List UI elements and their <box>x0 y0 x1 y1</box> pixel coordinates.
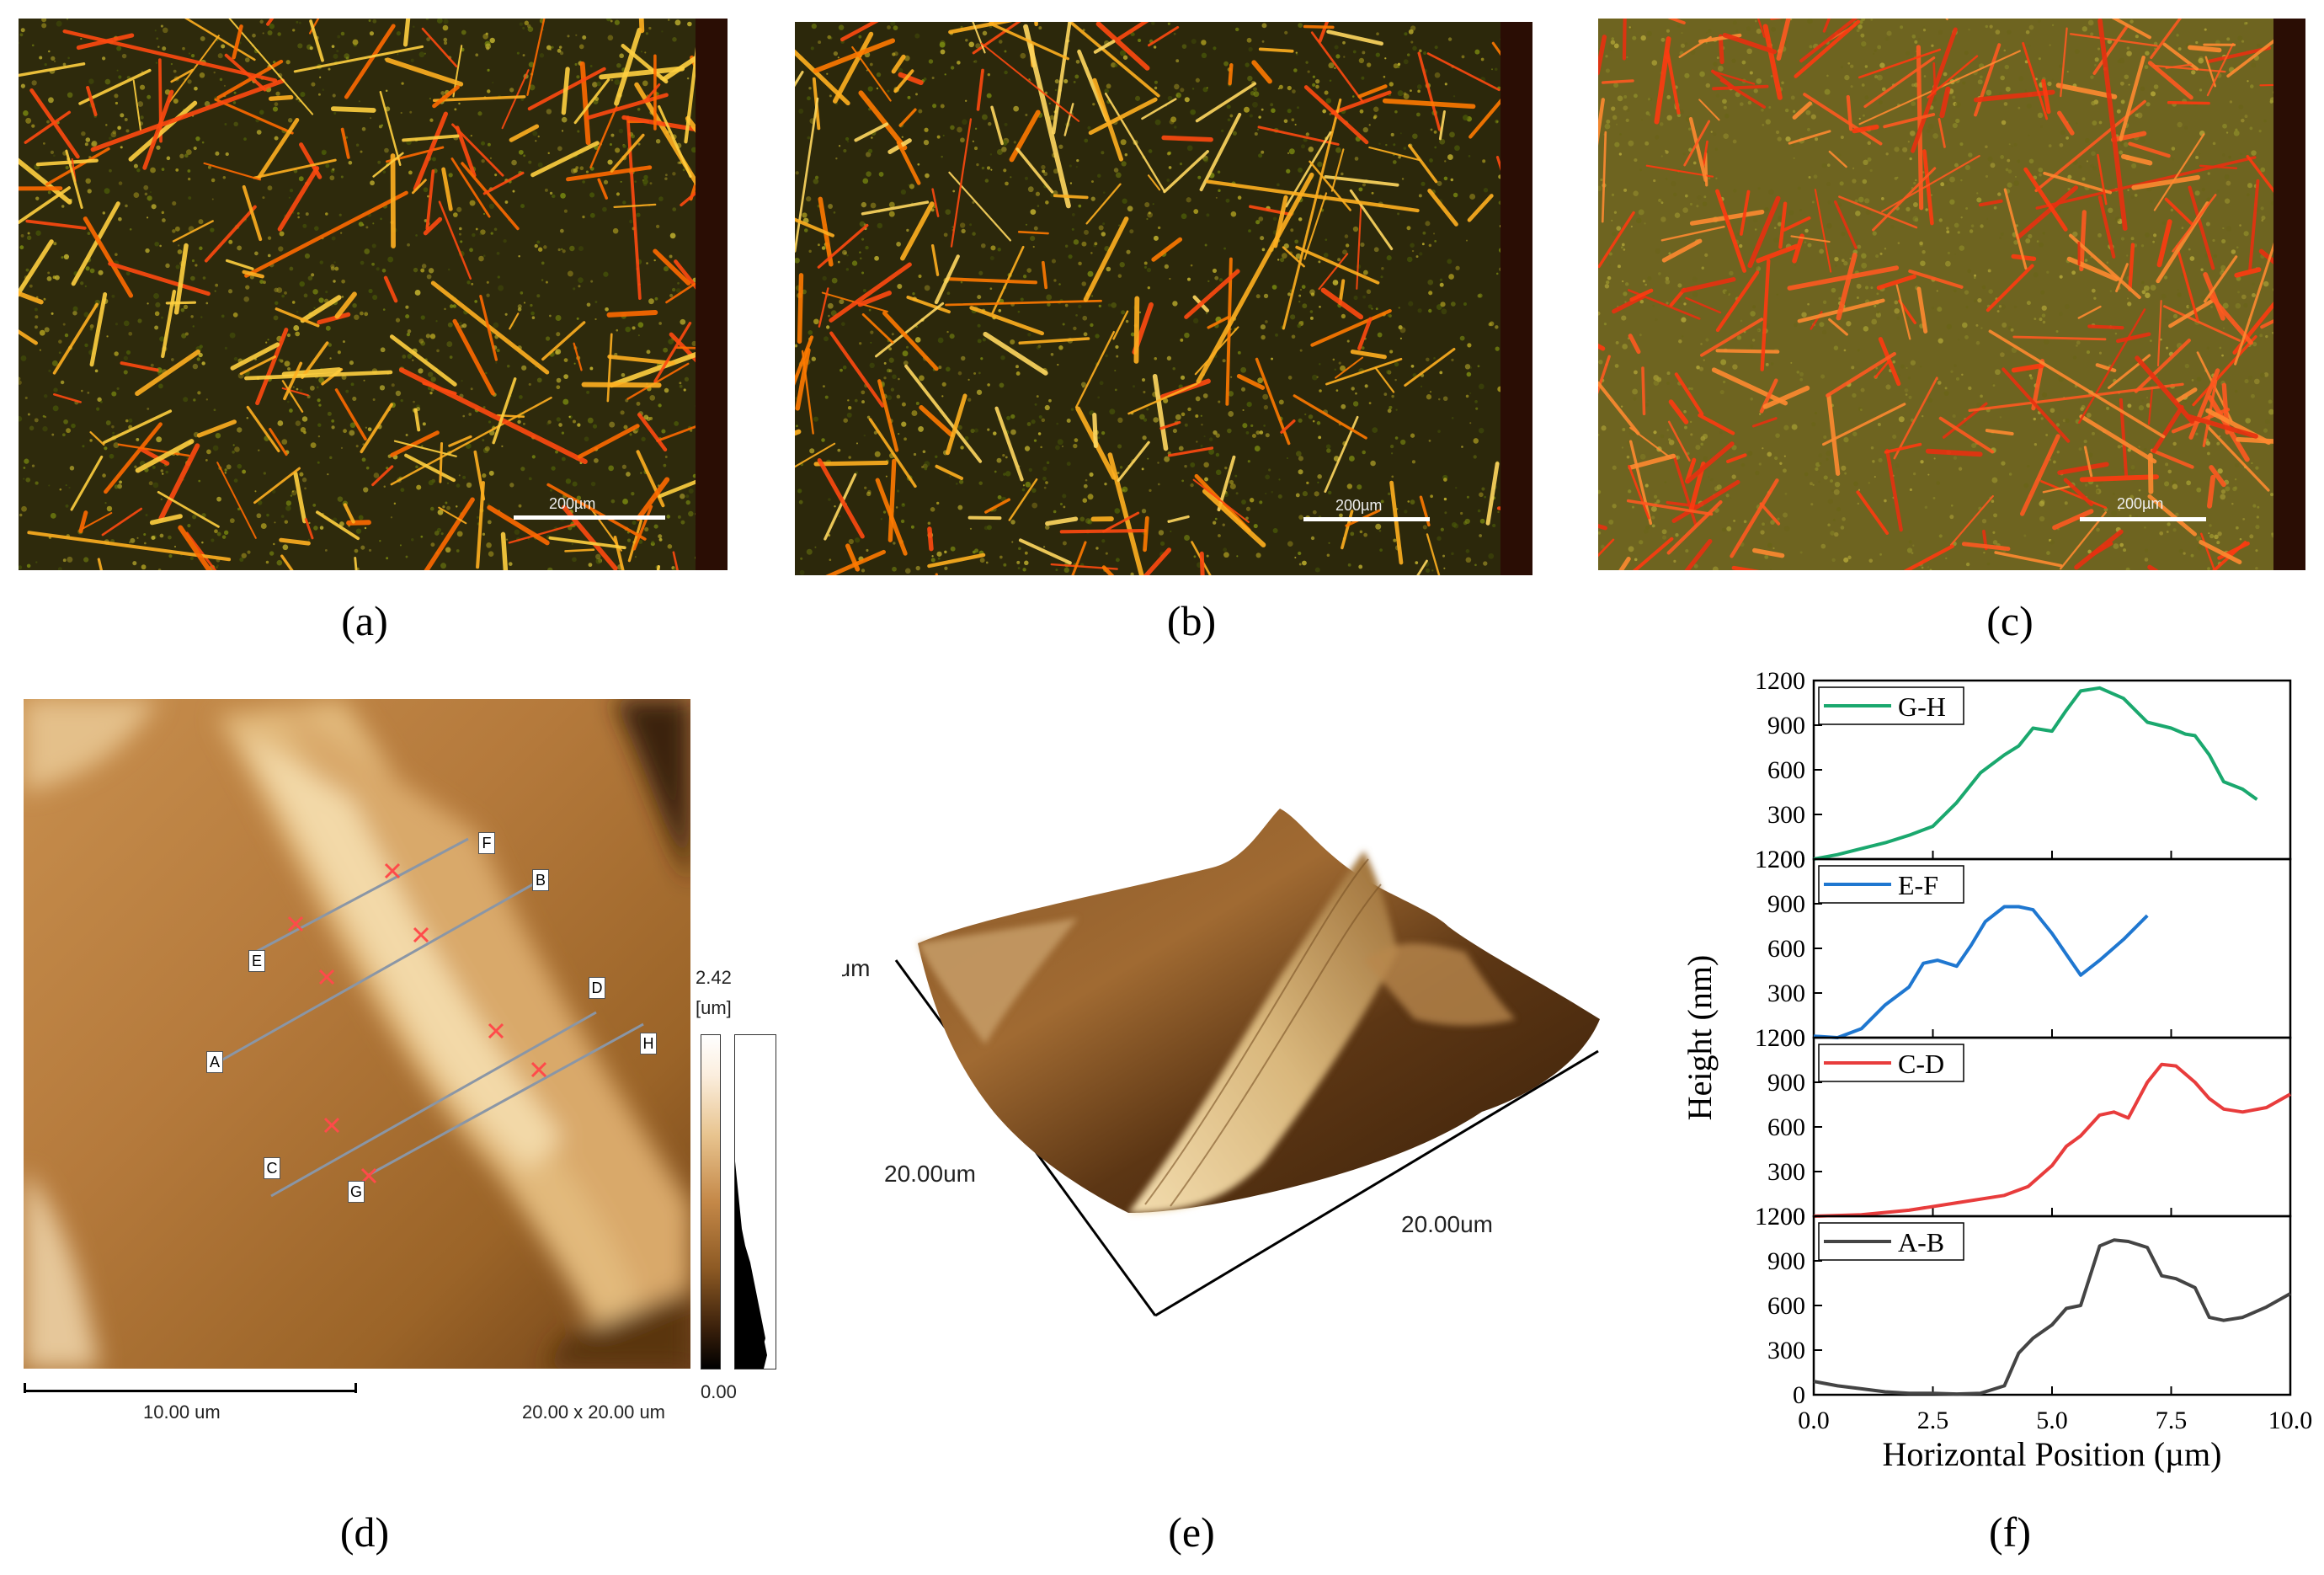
x-tick-label: 5.0 <box>2036 1407 2068 1434</box>
y-axis-label: Height (nm) <box>1681 955 1719 1121</box>
x-tick-label: 10.0 <box>2268 1407 2313 1434</box>
afm-scalebar <box>24 1390 357 1392</box>
micrograph-b: 200µm <box>795 22 1532 575</box>
afm-scalebar-label: 10.00 um <box>143 1401 221 1423</box>
y-tick-label: 300 <box>1767 1158 1805 1186</box>
colorbar-max: 2.42 <box>696 967 732 988</box>
point-label-e: E <box>248 950 265 972</box>
y-tick-label: 900 <box>1767 1247 1805 1275</box>
afm-scan-size: 20.00 x 20.00 um <box>522 1401 666 1423</box>
y-tick-label: 1200 <box>1755 667 1805 695</box>
colorbar <box>701 1034 721 1369</box>
y-tick-label: 300 <box>1767 801 1805 829</box>
scalebar-c <box>2080 517 2206 521</box>
y-axis-label-3d: 20.00um <box>884 1161 976 1187</box>
legend-label: G-H <box>1898 691 1946 722</box>
series-line-g-h <box>1813 686 2258 861</box>
y-tick-label: 1200 <box>1755 1203 1805 1231</box>
profile-line-cd <box>270 1011 597 1198</box>
scalebar-label-b: 200µm <box>1335 497 1383 514</box>
point-label-h: H <box>640 1033 657 1054</box>
point-label-d: D <box>589 977 605 999</box>
point-label-g: G <box>348 1181 365 1203</box>
micrograph-a: 200µm <box>19 19 728 570</box>
legend-label: A-B <box>1898 1227 1944 1257</box>
x-tick-label: 7.5 <box>2156 1407 2188 1434</box>
legend-label: C-D <box>1898 1049 1944 1079</box>
x-tick-label: 2.5 <box>1917 1407 1949 1434</box>
caption-b: (b) <box>1166 597 1217 644</box>
point-label-a: A <box>206 1051 223 1073</box>
y-tick-label: 0 <box>1793 1381 1805 1409</box>
scalebar-a <box>514 515 665 520</box>
caption-f: (f) <box>1989 1508 2031 1556</box>
afm-height-map: A B C D E F G H <box>24 699 690 1369</box>
afm-3d-view: 2.42um 20.00um 20.00um <box>842 792 1634 1331</box>
x-tick-label: 0.0 <box>1798 1407 1830 1434</box>
y-tick-label: 1200 <box>1755 846 1805 873</box>
y-tick-label: 900 <box>1767 890 1805 918</box>
scalebar-label-c: 200µm <box>2117 495 2164 512</box>
point-label-b: B <box>532 869 549 891</box>
series-line-e-f <box>1813 905 2149 1039</box>
y-tick-label: 600 <box>1767 935 1805 963</box>
colorbar-min: 0.00 <box>701 1381 737 1402</box>
y-tick-label: 1200 <box>1755 1024 1805 1052</box>
scalebar-b <box>1303 517 1430 521</box>
height-histogram <box>734 1034 776 1369</box>
caption-c: (c) <box>1986 597 2034 644</box>
height-profile-chart: 1200 300 600 900 1200 G-H 1200 300 600 900 1200 E-F… <box>1676 657 2316 1491</box>
y-tick-label: 600 <box>1767 756 1805 784</box>
x-axis-label: Horizontal Position (µm) <box>1882 1435 2221 1473</box>
y-tick-label: 300 <box>1767 1337 1805 1364</box>
caption-d: (d) <box>339 1508 390 1556</box>
series-line-a-b <box>1813 1238 2291 1396</box>
x-axis-label-3d: 20.00um <box>1401 1211 1493 1237</box>
y-tick-label: 1200 <box>1755 1024 1805 1052</box>
profile-line-ab <box>213 879 540 1066</box>
z-axis-label: 2.42um <box>842 955 871 981</box>
legend-label: E-F <box>1898 870 1938 900</box>
point-label-f: F <box>478 832 495 854</box>
y-tick-label: 600 <box>1767 1113 1805 1141</box>
y-tick-label: 600 <box>1767 1292 1805 1320</box>
caption-e: (e) <box>1168 1508 1215 1556</box>
profile-line-gh <box>366 1022 644 1177</box>
y-tick-label: 300 <box>1767 980 1805 1007</box>
series-line-c-d <box>1813 1062 2291 1218</box>
profile-line-ef <box>255 837 469 953</box>
y-tick-label: 1200 <box>1755 1203 1805 1231</box>
micrograph-c: 200µm <box>1598 19 2305 570</box>
y-tick-label: 900 <box>1767 712 1805 739</box>
caption-a: (a) <box>341 597 388 644</box>
point-label-c: C <box>264 1157 280 1179</box>
y-tick-label: 1200 <box>1755 846 1805 873</box>
scalebar-label-a: 200µm <box>549 495 596 512</box>
colorbar-unit: [um] <box>696 997 732 1018</box>
y-tick-label: 900 <box>1767 1069 1805 1097</box>
